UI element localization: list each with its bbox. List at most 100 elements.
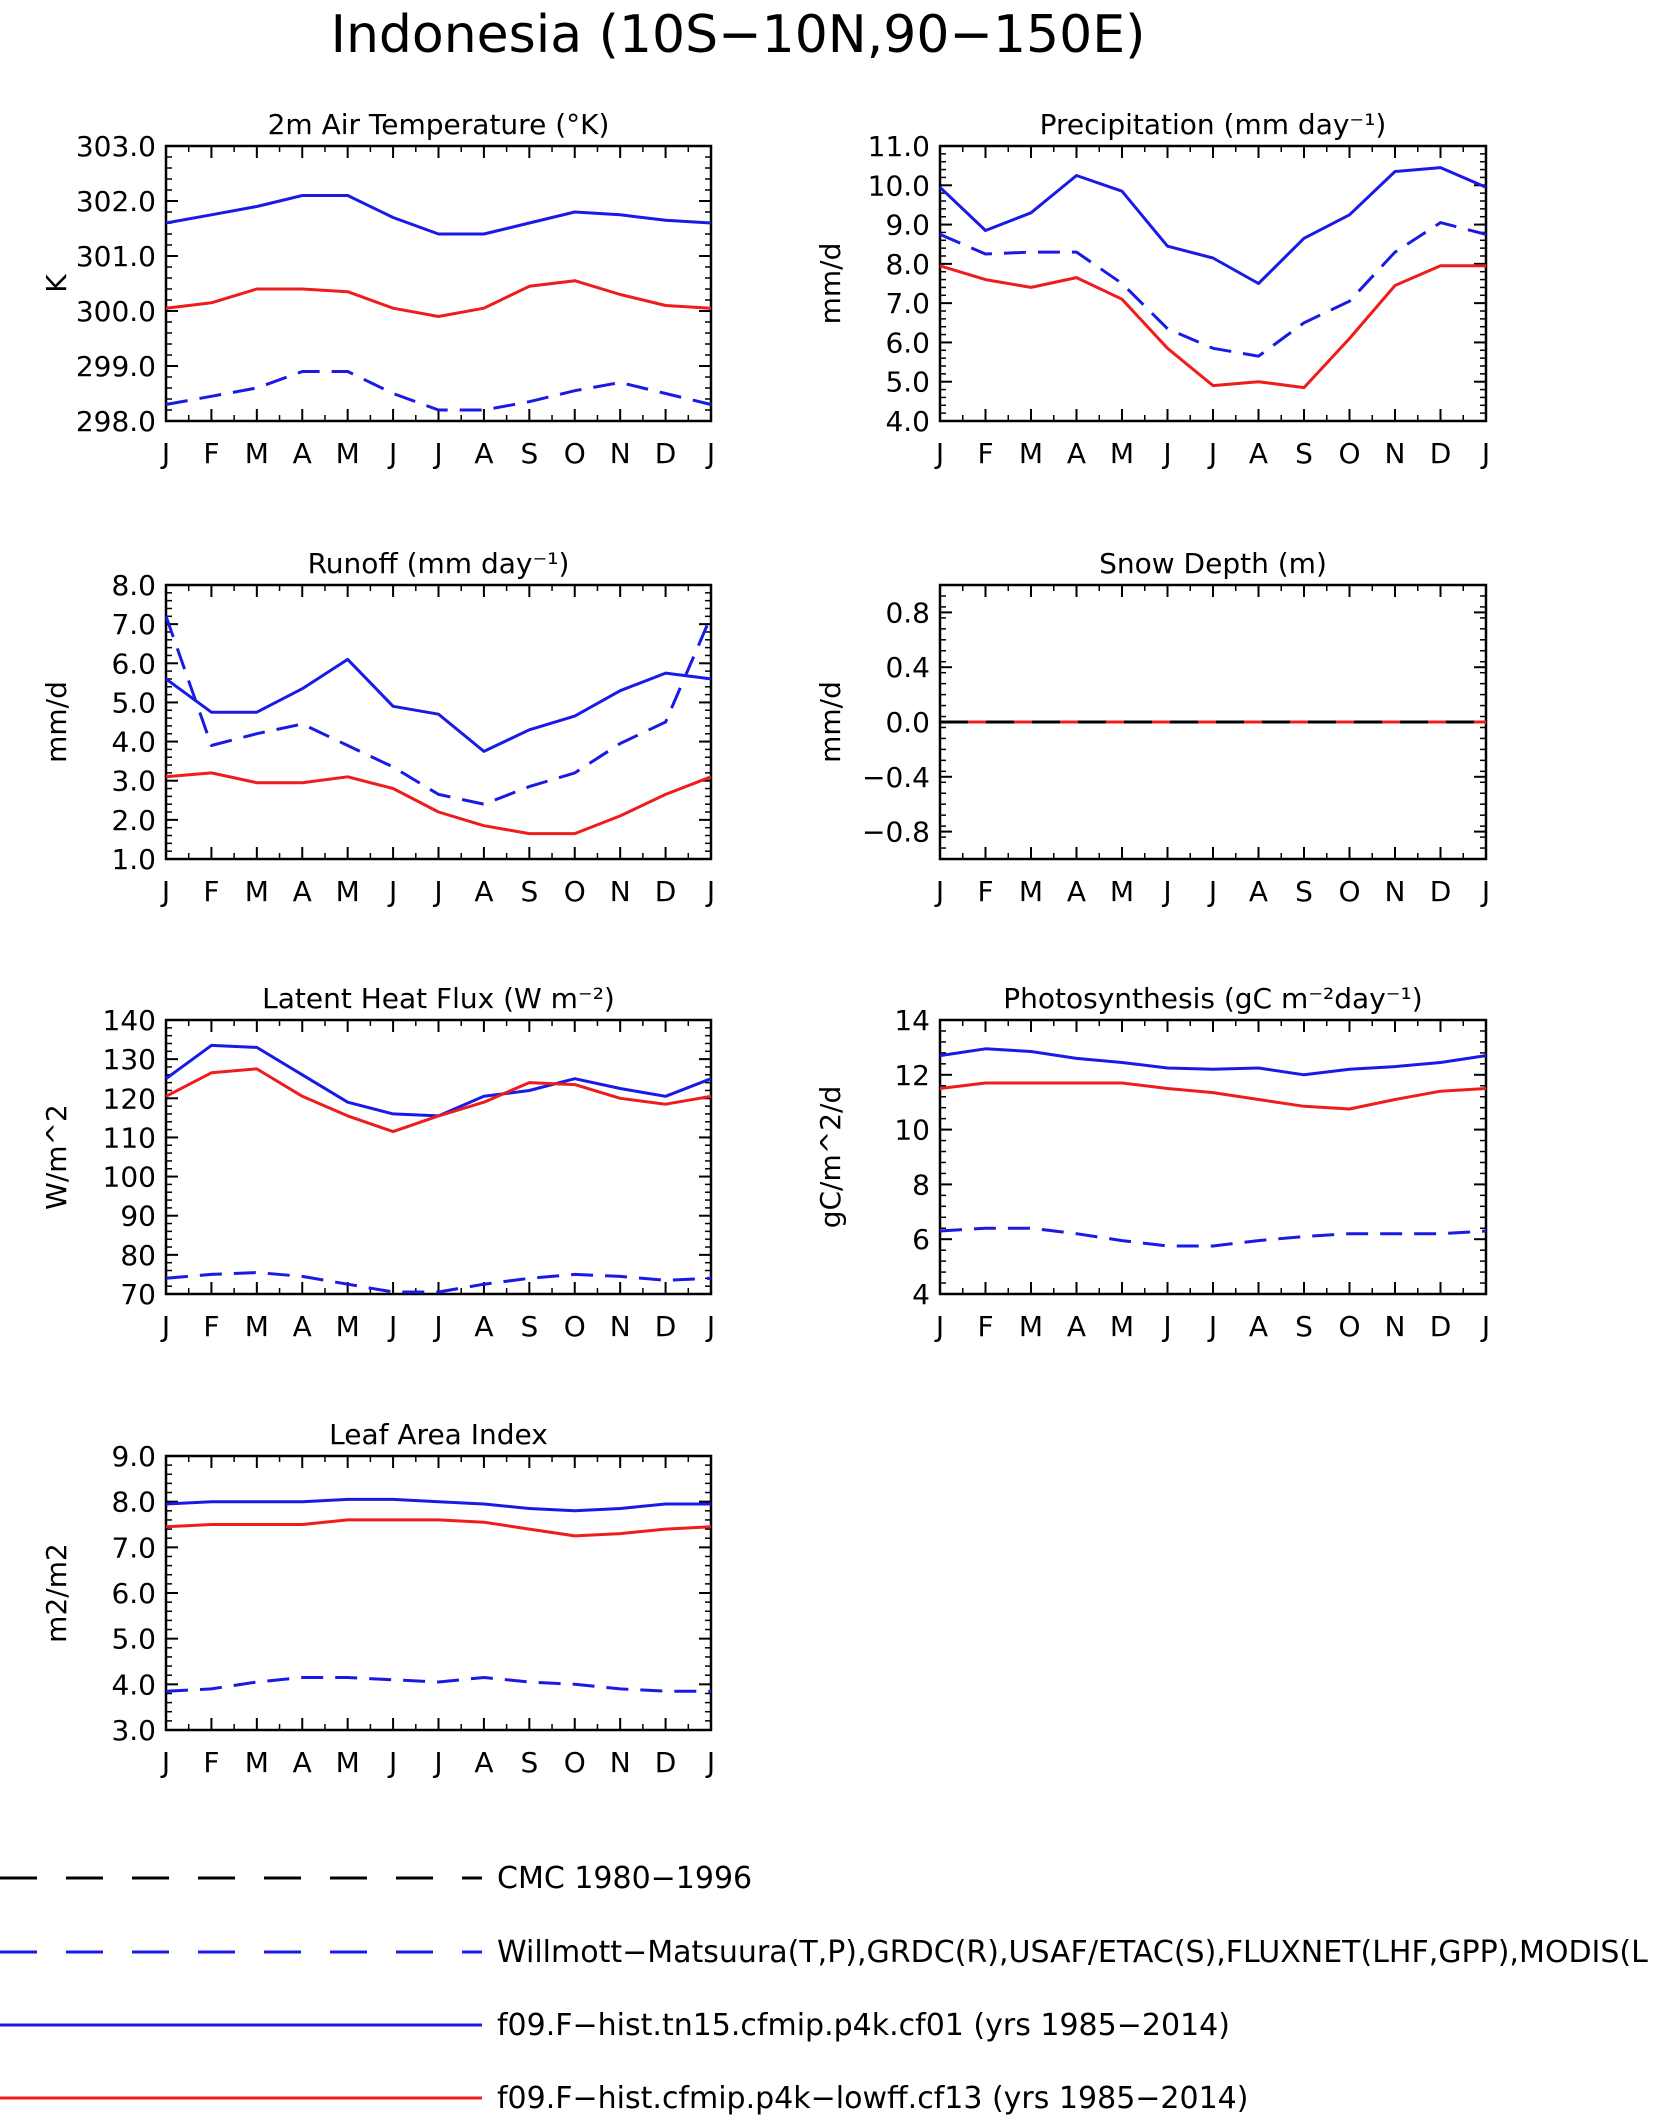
y-tick-label: 14 (894, 1004, 930, 1037)
legend-label: f09.F−hist.cfmip.p4k−lowff.cf13 (yrs 198… (497, 2081, 1248, 2116)
y-axis-label: mm/d (40, 681, 73, 763)
y-tick-label: 110 (103, 1121, 156, 1154)
x-tick-label: M (245, 1746, 269, 1779)
y-tick-label: 0.4 (885, 651, 930, 684)
x-tick-label: N (610, 875, 631, 908)
y-tick-label: 6.0 (111, 1577, 156, 1610)
y-tick-label: 80 (120, 1239, 156, 1272)
series-line-cf13 (939, 264, 1486, 390)
y-tick-label: 4.0 (111, 1668, 156, 1701)
series-line-obs (165, 370, 712, 412)
x-tick-label: A (474, 1746, 493, 1779)
x-tick-label: J (160, 437, 170, 470)
x-tick-label: F (977, 437, 993, 470)
x-tick-label: A (293, 1310, 312, 1343)
y-tick-label: 3.0 (111, 765, 156, 798)
y-tick-label: 4.0 (111, 726, 156, 759)
y-axis-label: mm/d (814, 243, 847, 325)
x-tick-label: A (474, 437, 493, 470)
x-tick-label: O (1338, 1310, 1360, 1343)
x-tick-label: N (1385, 1310, 1406, 1343)
y-tick-label: 302.0 (76, 185, 156, 218)
series-line-cf01 (165, 1043, 712, 1118)
y-tick-label: 6.0 (885, 326, 930, 359)
y-tick-label: 303.0 (76, 130, 156, 163)
y-tick-label: 4.0 (885, 405, 930, 438)
x-tick-label: J (432, 875, 442, 908)
y-tick-label: 8.0 (885, 248, 930, 281)
y-tick-label: 9.0 (111, 1440, 156, 1473)
x-tick-label: D (655, 437, 677, 470)
x-tick-label: N (610, 1746, 631, 1779)
legend-label: f09.F−hist.tn15.cfmip.p4k.cf01 (yrs 1985… (497, 2008, 1230, 2043)
x-tick-label: F (203, 1746, 219, 1779)
x-tick-label: M (245, 437, 269, 470)
x-tick-label: O (1338, 437, 1360, 470)
y-tick-label: 301.0 (76, 240, 156, 273)
x-tick-label: F (203, 437, 219, 470)
panel-title: Snow Depth (m) (1099, 547, 1327, 580)
plot-frame (164, 144, 713, 423)
panel-1: Precipitation (mm day⁻¹)mm/dJ F M A M J J A S O N D… (814, 108, 1490, 470)
x-tick-label: J (1480, 1310, 1490, 1343)
series-line-cf01 (165, 657, 712, 753)
y-tick-label: 7.0 (111, 1531, 156, 1564)
series-line-obs (165, 1271, 712, 1294)
series-line-obs (939, 221, 1487, 358)
x-tick-label: M (1019, 437, 1043, 470)
x-tick-label: J (387, 437, 397, 470)
x-tick-label: S (520, 1310, 538, 1343)
series-line-cf13 (165, 771, 712, 836)
y-tick-label: 5.0 (111, 686, 156, 719)
x-tick-label: A (1249, 1310, 1268, 1343)
plot-frame (164, 583, 713, 861)
x-tick-label: M (1019, 875, 1043, 908)
x-tick-label: M (1110, 437, 1134, 470)
x-tick-label: N (1385, 437, 1406, 470)
series-line-cf01 (938, 166, 1487, 285)
x-tick-label: S (1295, 1310, 1313, 1343)
x-tick-label: O (564, 437, 586, 470)
x-tick-label: J (1480, 875, 1490, 908)
x-tick-label: A (1249, 875, 1268, 908)
y-tick-label: 8.0 (111, 1486, 156, 1519)
x-tick-label: D (655, 1310, 677, 1343)
series-line-cf13 (165, 279, 712, 318)
x-tick-label: M (1019, 1310, 1043, 1343)
series-line-cf01 (165, 194, 712, 236)
x-tick-label: J (705, 875, 715, 908)
panel-title: Photosynthesis (gC m⁻²day⁻¹) (1003, 982, 1422, 1015)
legend-label: Willmott−Matsuura(T,P),GRDC(R),USAF/ETAC… (497, 1935, 1648, 1970)
x-tick-label: A (293, 875, 312, 908)
legend: CMC 1980−1996 Willmott−Matsuura(T,P),GRDC… (0, 1861, 1648, 2116)
panel-4: Latent Heat Flux (W m⁻²)W/m^2J F M A M J J A S O N… (40, 982, 715, 1343)
series-line-cf13 (165, 1518, 712, 1538)
y-tick-label: 10 (894, 1114, 930, 1147)
legend-label: CMC 1980−1996 (497, 1861, 752, 1896)
y-tick-label: 70 (120, 1278, 156, 1311)
panel-title: 2m Air Temperature (°K) (268, 108, 610, 141)
panels: 2m Air Temperature (°K)KJ F M A M J J A S O N D J298… (40, 108, 1490, 1779)
x-tick-label: J (705, 1746, 715, 1779)
y-tick-label: 3.0 (111, 1714, 156, 1747)
figure-title: Indonesia (10S−10N,90−150E) (331, 5, 1146, 65)
x-tick-label: J (160, 1746, 170, 1779)
x-tick-label: A (293, 437, 312, 470)
y-tick-label: 140 (103, 1004, 156, 1037)
y-tick-label: 90 (120, 1200, 156, 1233)
y-tick-label: 300.0 (76, 295, 156, 328)
x-tick-label: F (203, 1310, 219, 1343)
x-tick-label: J (387, 1310, 397, 1343)
x-tick-label: J (934, 875, 944, 908)
x-tick-label: A (474, 1310, 493, 1343)
x-tick-label: N (610, 1310, 631, 1343)
x-tick-label: N (610, 437, 631, 470)
y-tick-label: 120 (103, 1082, 156, 1115)
y-tick-label: 2.0 (111, 804, 156, 837)
y-axis-label: gC/m^2/d (814, 1086, 847, 1229)
x-tick-label: J (705, 1310, 715, 1343)
series-line-cf01 (939, 1047, 1487, 1077)
y-tick-label: 1.0 (111, 843, 156, 876)
panel-title: Runoff (mm day⁻¹) (308, 547, 570, 580)
x-tick-label: J (1161, 875, 1171, 908)
